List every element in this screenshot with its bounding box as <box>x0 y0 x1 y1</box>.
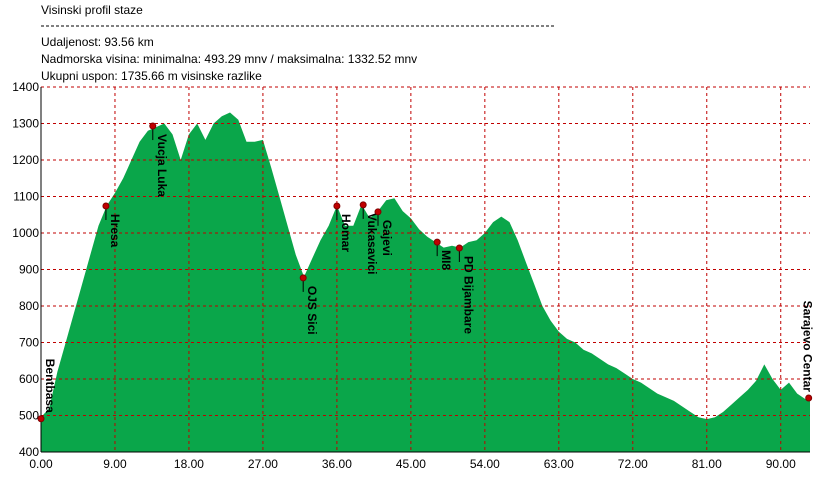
x-tick-label: 63.00 <box>544 457 574 471</box>
info-line: Ukupni uspon: 1735.66 m visinske razlike <box>41 69 262 83</box>
waypoint-label: Hresa <box>108 214 122 248</box>
waypoint-label: Homar <box>339 214 353 252</box>
x-tick-label: 90.00 <box>766 457 796 471</box>
y-tick-label: 400 <box>19 445 39 459</box>
x-tick-label: 36.00 <box>322 457 352 471</box>
waypoint-marker <box>455 244 463 252</box>
waypoint-marker <box>299 274 307 282</box>
y-tick-label: 700 <box>19 336 39 350</box>
x-tick-label: 81.00 <box>692 457 722 471</box>
y-tick-label: 900 <box>19 263 39 277</box>
waypoint-marker <box>102 202 110 210</box>
waypoint-marker <box>374 208 382 216</box>
y-tick-label: 1300 <box>12 117 39 131</box>
waypoint-label: MI8 <box>439 250 453 270</box>
y-tick-label: 1100 <box>13 190 39 204</box>
y-tick-label: 1400 <box>12 80 39 94</box>
chart-title: Visinski profil staze <box>41 3 143 17</box>
x-tick-label: 72.00 <box>618 457 648 471</box>
waypoint-marker <box>359 201 367 209</box>
waypoint-label: Gajevi <box>380 220 394 256</box>
x-tick-label: 45.00 <box>396 457 426 471</box>
info-line: Udaljenost: 93.56 km <box>41 35 154 49</box>
y-tick-label: 800 <box>19 299 39 313</box>
y-tick-label: 600 <box>19 372 39 386</box>
x-tick-label: 27.00 <box>248 457 278 471</box>
waypoint-marker <box>433 238 441 246</box>
y-tick-label: 1000 <box>12 226 39 240</box>
waypoint-label: Vucja Luka <box>155 134 169 197</box>
x-tick-label: 9.00 <box>103 457 127 471</box>
waypoint-marker <box>805 394 813 402</box>
x-tick-label: 0.00 <box>29 457 53 471</box>
waypoint-label: Sarajevo Centar <box>801 301 815 393</box>
waypoint-label: Vukasavici <box>365 213 379 275</box>
y-tick-label: 500 <box>19 409 39 423</box>
waypoint-label: OJS Sici <box>305 286 319 335</box>
y-tick-label: 1200 <box>12 153 39 167</box>
elevation-area <box>41 112 810 452</box>
waypoint-label: Bentbasa <box>43 359 57 413</box>
waypoint-marker <box>37 415 45 423</box>
info-line: Nadmorska visina: minimalna: 493.29 mnv … <box>41 52 417 66</box>
x-tick-label: 54.00 <box>470 457 500 471</box>
waypoint-label: PD Bijambare <box>461 256 475 334</box>
waypoint-marker <box>149 122 157 130</box>
waypoint-marker <box>333 202 341 210</box>
x-tick-label: 18.00 <box>174 457 204 471</box>
